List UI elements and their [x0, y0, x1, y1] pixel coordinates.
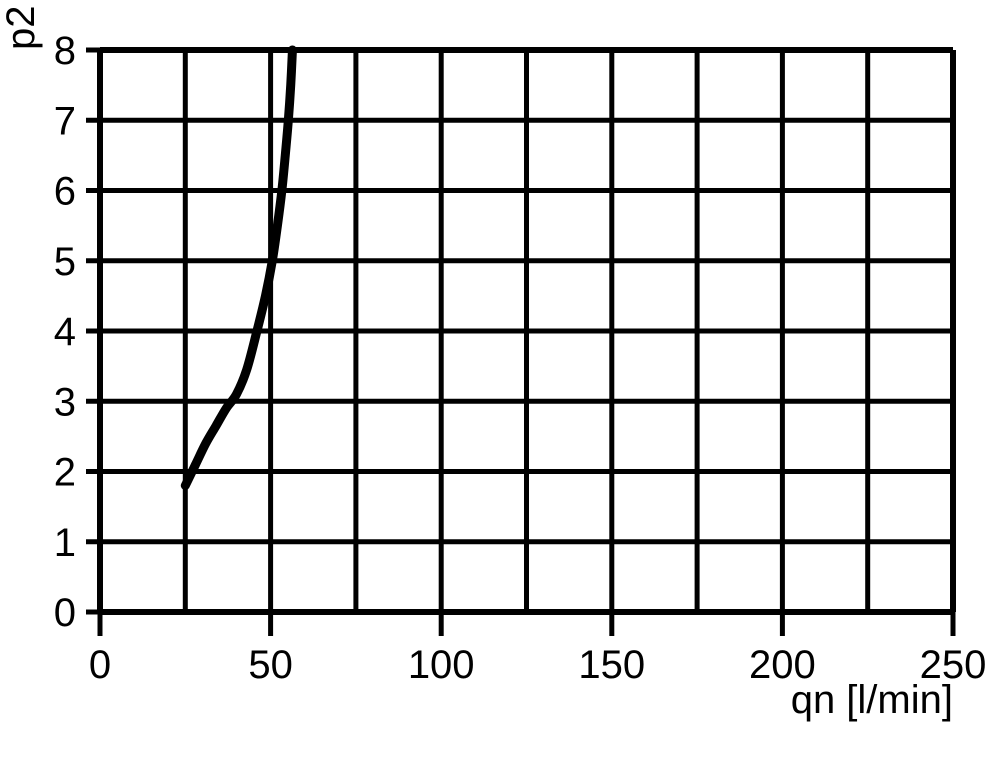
x-tick-label: 250 [920, 643, 987, 687]
y-tick-label: 4 [54, 310, 76, 354]
x-axis-title: qn [l/min] [791, 678, 953, 722]
x-tick-label: 150 [578, 643, 645, 687]
x-tick-label: 100 [408, 643, 475, 687]
y-axis-tick-labels: 0 1 2 3 4 5 6 7 8 [54, 29, 76, 635]
y-tick-label: 3 [54, 380, 76, 424]
y-tick-label: 6 [54, 170, 76, 214]
y-tick-label: 8 [54, 29, 76, 73]
axis-tick-marks [86, 47, 956, 636]
y-tick-label: 2 [54, 451, 76, 495]
data-series-curve [180, 45, 297, 491]
y-axis-title: p2 [bar] [0, 0, 43, 50]
x-tick-label: 50 [248, 643, 293, 687]
y-tick-label: 1 [54, 521, 76, 565]
y-tick-label: 5 [54, 240, 76, 284]
y-tick-label: 7 [54, 99, 76, 143]
x-axis-tick-labels: 0 50 100 150 200 250 [89, 643, 987, 687]
grid-lines [97, 47, 956, 615]
y-tick-label: 0 [54, 591, 76, 635]
x-tick-label: 200 [749, 643, 816, 687]
x-tick-label: 0 [89, 643, 111, 687]
